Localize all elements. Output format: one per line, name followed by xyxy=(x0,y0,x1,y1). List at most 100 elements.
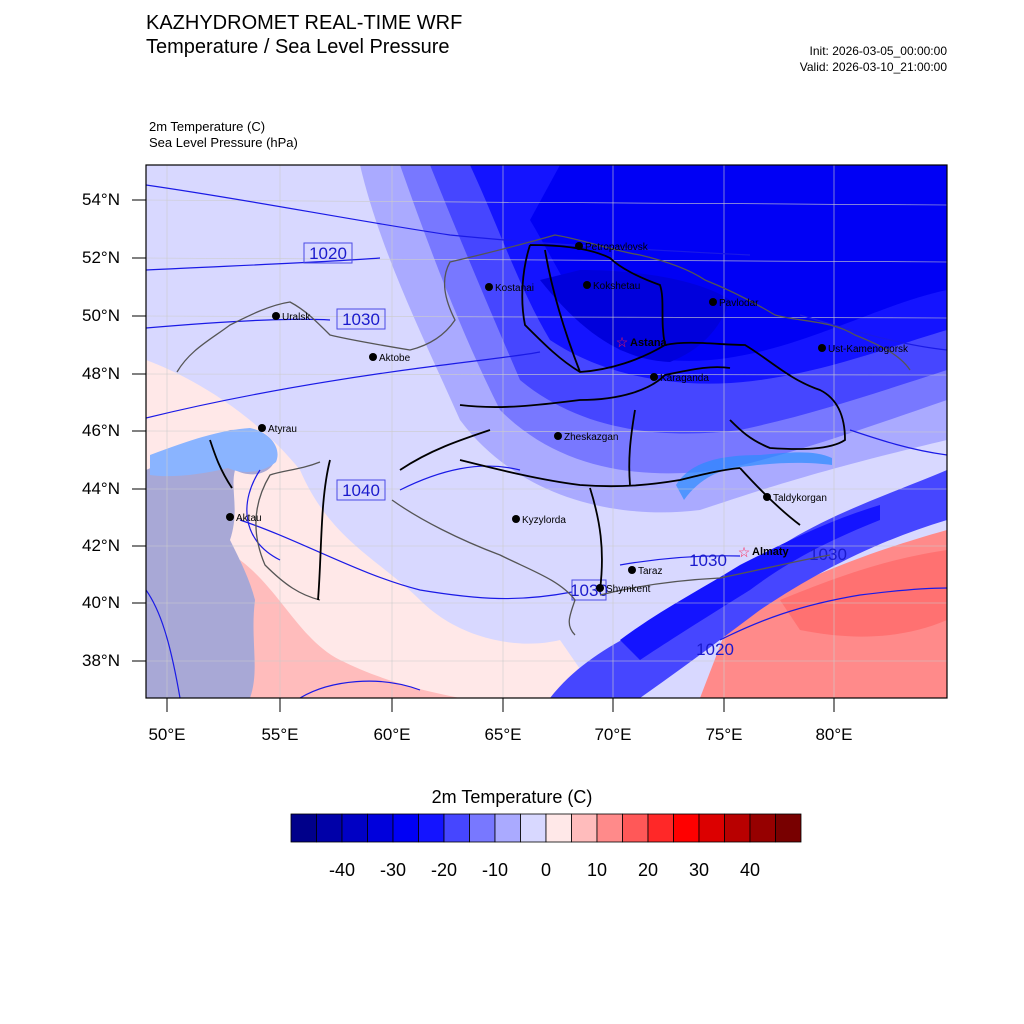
city-markers: Petropavlovsk Kostanai Kokshetau Pavloda… xyxy=(226,242,909,595)
city-marker: Atyrau xyxy=(258,424,297,435)
svg-text:Taldykorgan: Taldykorgan xyxy=(773,493,827,504)
city-marker: Pavlodar xyxy=(709,298,759,309)
lat-label: 40°N xyxy=(82,593,120,612)
colorbar-swatch xyxy=(494,813,521,843)
variable-pressure-label: Sea Level Pressure (hPa) xyxy=(149,135,298,150)
map-subtitle: Temperature / Sea Level Pressure xyxy=(146,36,450,58)
lat-label: 50°N xyxy=(82,306,120,325)
colorbar-swatch xyxy=(749,813,776,843)
city-marker: Karaganda xyxy=(650,373,709,384)
svg-text:Uralsk: Uralsk xyxy=(282,312,311,323)
colorbar-label: -30 xyxy=(379,860,406,880)
lon-label: 50°E xyxy=(148,725,186,744)
isobar-label: 1040 xyxy=(342,481,380,500)
colorbar-swatch xyxy=(673,813,700,843)
colorbar-swatch xyxy=(469,813,496,843)
svg-text:Pavlodar: Pavlodar xyxy=(719,298,759,309)
star-icon: ☆ xyxy=(738,544,751,560)
city-marker: Taraz xyxy=(628,566,662,577)
city-marker: Aktau xyxy=(226,513,262,524)
country-borders xyxy=(176,234,911,636)
svg-text:Aktobe: Aktobe xyxy=(379,353,411,364)
lat-label: 46°N xyxy=(82,421,120,440)
colorbar-label: 40 xyxy=(739,860,761,880)
colorbar-swatch xyxy=(520,813,547,843)
lon-label: 80°E xyxy=(815,725,853,744)
svg-text:Aktau: Aktau xyxy=(236,513,262,524)
colorbar-label: -20 xyxy=(430,860,457,880)
axis-ticks xyxy=(132,199,835,712)
isobar-label: 1020 xyxy=(309,244,347,263)
city-marker: Taldykorgan xyxy=(763,493,827,504)
colorbar-label: 30 xyxy=(688,860,710,880)
capital-marker: ☆ Astana xyxy=(616,334,668,350)
lat-label: 42°N xyxy=(82,536,120,555)
colorbar-label: 0 xyxy=(540,860,551,880)
city-marker: Kokshetau xyxy=(583,281,640,292)
svg-text:Ust-Kamenogorsk: Ust-Kamenogorsk xyxy=(828,344,909,355)
lake-balkhash xyxy=(676,452,832,500)
svg-text:Karaganda: Karaganda xyxy=(660,373,709,384)
svg-text:Zheskazgan: Zheskazgan xyxy=(564,432,618,443)
colorbar-swatch xyxy=(775,813,802,843)
isobars xyxy=(146,184,947,698)
colorbar-label: -40 xyxy=(328,860,355,880)
lat-label: 38°N xyxy=(82,651,120,670)
lat-label: 54°N xyxy=(82,190,120,209)
city-marker: Uralsk xyxy=(272,312,311,323)
colorbar-label: -10 xyxy=(481,860,508,880)
colorbar-swatch xyxy=(341,813,368,843)
lon-label: 65°E xyxy=(484,725,522,744)
isobar-label: 1030 xyxy=(342,310,380,329)
colorbar-swatch xyxy=(443,813,470,843)
colorbar-swatch xyxy=(367,813,394,843)
city-marker: Ust-Kamenogorsk xyxy=(818,344,909,355)
colorbar-label: 20 xyxy=(637,860,659,880)
lon-label: 75°E xyxy=(705,725,743,744)
city-marker: Petropavlovsk xyxy=(575,242,649,253)
star-icon: ☆ xyxy=(616,334,629,350)
temperature-field xyxy=(540,270,730,362)
city-marker: Zheskazgan xyxy=(554,432,618,443)
city-marker: Shymkent xyxy=(596,584,651,595)
caspian-sea xyxy=(146,429,275,698)
colorbar-swatch xyxy=(418,813,445,843)
capital-marker: ☆ Almaty xyxy=(738,544,790,560)
variable-temperature-label: 2m Temperature (C) xyxy=(149,119,266,134)
svg-text:Shymkent: Shymkent xyxy=(606,584,651,595)
colorbar-swatch xyxy=(290,813,317,843)
lon-label: 55°E xyxy=(261,725,299,744)
colorbar-swatch xyxy=(571,813,598,843)
svg-text:Kyzylorda: Kyzylorda xyxy=(522,515,566,526)
map-title: KAZHYDROMET REAL-TIME WRF xyxy=(146,12,463,34)
colorbar-swatch xyxy=(545,813,572,843)
isobar-label: 1030 xyxy=(809,545,847,564)
temperature-field xyxy=(780,550,947,637)
init-time: Init: 2026-03-05_00:00:00 xyxy=(809,44,947,58)
lon-label: 60°E xyxy=(373,725,411,744)
lat-label: 52°N xyxy=(82,248,120,267)
colorbar-swatch xyxy=(698,813,725,843)
isobar-labels: 1020 1030 1040 1030 1030 1030 1020 xyxy=(303,242,847,659)
city-marker: Kostanai xyxy=(485,283,534,294)
svg-text:Kostanai: Kostanai xyxy=(495,283,534,294)
svg-text:Astana: Astana xyxy=(630,337,668,349)
svg-text:Kokshetau: Kokshetau xyxy=(593,281,640,292)
colorbar xyxy=(290,813,802,843)
lon-label: 70°E xyxy=(594,725,632,744)
svg-text:Taraz: Taraz xyxy=(638,566,662,577)
map-field: 1020 1030 1040 1030 1030 1030 1020 xyxy=(146,165,947,698)
valid-time: Valid: 2026-03-10_21:00:00 xyxy=(799,60,947,74)
colorbar-swatch xyxy=(392,813,419,843)
temperature-field xyxy=(240,560,460,698)
svg-text:Atyrau: Atyrau xyxy=(268,424,297,435)
colorbar-swatch xyxy=(724,813,751,843)
lat-label: 44°N xyxy=(82,479,120,498)
lat-label: 48°N xyxy=(82,364,120,383)
temperature-field xyxy=(620,505,880,660)
colorbar-title: 2m Temperature (C) xyxy=(431,787,593,807)
colorbar-swatch xyxy=(316,813,343,843)
colorbar-swatch xyxy=(622,813,649,843)
colorbar-swatch xyxy=(596,813,623,843)
